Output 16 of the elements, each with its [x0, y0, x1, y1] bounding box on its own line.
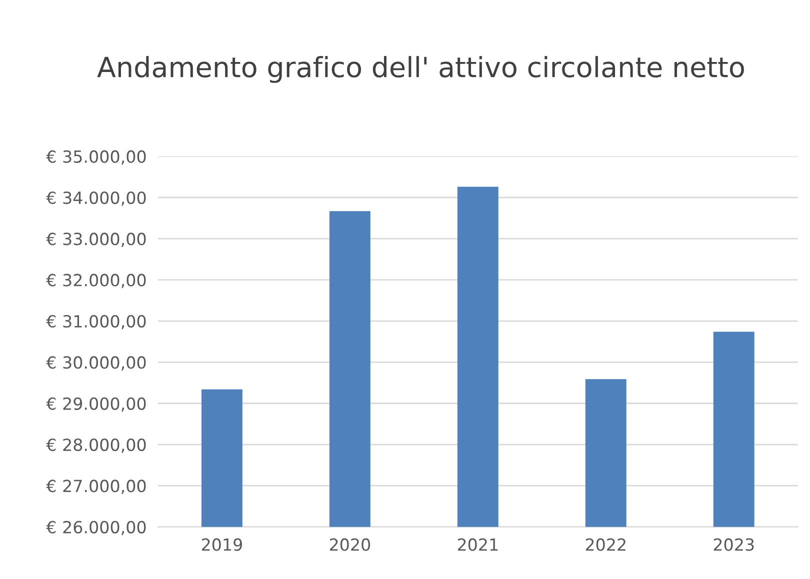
- x-tick-label: 2019: [202, 538, 242, 551]
- y-tick-label: € 31.000,00: [46, 314, 146, 330]
- y-tick-label: € 35.000,00: [46, 150, 146, 165]
- y-tick-label: € 27.000,00: [46, 480, 146, 494]
- x-tick-label: 2023: [714, 538, 754, 551]
- x-tick-label: 2022: [586, 538, 626, 551]
- y-tick-label: € 34.000,00: [46, 191, 146, 206]
- y-tick-label: € 28.000,00: [46, 438, 146, 453]
- y-tick-label: € 32.000,00: [46, 274, 146, 288]
- y-tick-label: € 33.000,00: [46, 232, 146, 247]
- x-tick-label: 2020: [330, 538, 370, 551]
- y-tick-label: € 29.000,00: [46, 397, 146, 412]
- y-tick-label: € 30.000,00: [46, 356, 146, 370]
- chart-title: Andamento grafico dell' attivo circolante netto: [97, 56, 744, 83]
- y-tick-label: € 26.000,00: [46, 520, 146, 536]
- x-tick-label: 2021: [458, 538, 498, 551]
